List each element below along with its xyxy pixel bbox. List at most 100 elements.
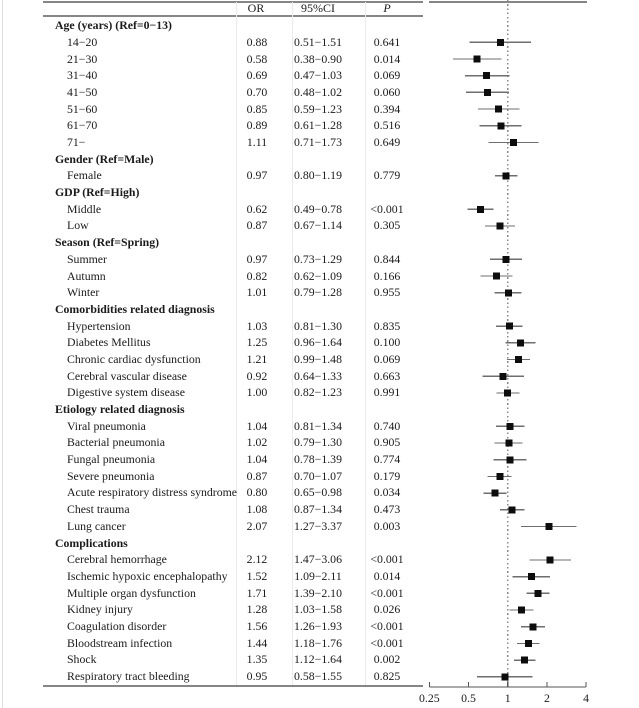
column-separator — [236, 2, 237, 685]
or-marker — [524, 639, 532, 647]
or-value: 0.92 — [246, 368, 268, 383]
or-marker — [527, 573, 535, 581]
or-value: 1.25 — [246, 335, 268, 350]
row-label: Chest trauma — [67, 502, 130, 517]
table-group-row: Etiology related diagnosis — [43, 401, 423, 418]
table-row: Shock 1.35 1.12−1.64 0.002 — [43, 651, 423, 668]
ci-value: 0.80−1.19 — [294, 168, 342, 183]
row-label: Coagulation disorder — [67, 618, 167, 633]
or-value: 0.82 — [246, 268, 268, 283]
table-header-rule — [43, 15, 423, 17]
row-label: Comorbidities related diagnosis — [55, 301, 215, 316]
or-value: 1.21 — [246, 351, 268, 366]
table-row: Lung cancer 2.07 1.27−3.37 0.003 — [43, 518, 423, 535]
row-label: Middle — [67, 201, 102, 216]
or-value: 0.89 — [246, 118, 268, 133]
table-row: Low 0.87 0.67−1.14 0.305 — [43, 217, 423, 234]
p-value: 0.740 — [373, 418, 401, 433]
ci-value: 0.58−1.55 — [294, 669, 342, 683]
ci-value: 1.03−1.58 — [294, 602, 342, 617]
p-value: 0.394 — [373, 101, 401, 116]
table-bottom-rule — [43, 685, 423, 687]
p-value: 0.955 — [373, 285, 401, 300]
row-label: Viral pneumonia — [67, 418, 146, 433]
ci-value: 0.47−1.03 — [294, 68, 342, 83]
ci-value: 0.81−1.30 — [294, 318, 342, 333]
p-value: 0.835 — [373, 318, 401, 333]
or-value: 1.03 — [246, 318, 268, 333]
or-marker — [516, 339, 524, 347]
p-value: <0.001 — [370, 201, 404, 216]
row-label: GDP (Ref=High) — [55, 185, 140, 200]
ci-value: 0.71−1.73 — [294, 135, 342, 149]
row-label: Etiology related diagnosis — [55, 402, 185, 416]
table-top-rule — [43, 1, 423, 3]
row-label: Hypertension — [67, 318, 131, 333]
row-label: Age (years) (Ref=0−13) — [55, 18, 172, 33]
ci-value: 0.79−1.28 — [294, 285, 342, 300]
table-row: Fungal pneumonia 1.04 0.78−1.39 0.774 — [43, 451, 423, 468]
p-value: 0.305 — [373, 218, 401, 233]
p-value: 0.002 — [373, 652, 401, 667]
row-label: Autumn — [67, 268, 106, 283]
ci-value: 1.47−3.06 — [294, 552, 342, 567]
table-row: Female 0.97 0.80−1.19 0.779 — [43, 167, 423, 184]
row-label: Female — [67, 168, 102, 183]
or-value: 1.52 — [246, 568, 268, 583]
p-value: 0.991 — [373, 385, 401, 400]
plot-top-rule — [429, 1, 587, 3]
p-value: 0.641 — [373, 34, 401, 49]
table-row: Coagulation disorder 1.56 1.26−1.93 <0.001 — [43, 618, 423, 635]
table-row: Bloodstream infection 1.44 1.18−1.76 <0.001 — [43, 635, 423, 652]
or-value: 0.70 — [246, 84, 268, 99]
or-value: 0.62 — [246, 201, 268, 216]
p-value: 0.166 — [373, 268, 401, 283]
table-row: Summer 0.97 0.73−1.29 0.844 — [43, 251, 423, 268]
or-marker — [496, 38, 504, 46]
ci-value: 0.61−1.28 — [294, 118, 342, 133]
results-table: Age (years) (Ref=0−13) 14−20 0.88 0.51−1.51… — [43, 17, 423, 685]
p-value: 0.026 — [373, 602, 401, 617]
or-marker — [508, 506, 516, 514]
ci-column-header: 95%CI — [301, 1, 335, 15]
or-marker — [510, 138, 518, 146]
row-label: 41−50 — [67, 84, 98, 99]
or-marker — [504, 389, 512, 397]
row-label: Respiratory tract bleeding — [67, 669, 190, 683]
ci-value: 0.67−1.14 — [294, 218, 342, 233]
row-label: 31−40 — [67, 68, 98, 83]
table-row: Viral pneumonia 1.04 0.81−1.34 0.740 — [43, 418, 423, 435]
x-axis-tick-label: 2 — [544, 691, 550, 705]
row-label: Severe pneumonia — [67, 468, 155, 483]
row-label: Fungal pneumonia — [67, 452, 156, 467]
row-label: Cerebral vascular disease — [67, 368, 187, 383]
table-row: 31−40 0.69 0.47−1.03 0.069 — [43, 67, 423, 84]
or-value: 2.07 — [246, 518, 268, 533]
or-marker — [473, 55, 481, 63]
or-value: 0.88 — [246, 34, 268, 49]
table-row: 61−70 0.89 0.61−1.28 0.516 — [43, 117, 423, 134]
or-marker — [502, 255, 510, 263]
x-axis-tick-label: 0.5 — [461, 691, 476, 705]
p-value: 0.179 — [373, 468, 401, 483]
row-label: Digestive system disease — [67, 385, 185, 400]
or-value: 0.80 — [246, 485, 268, 500]
or-value: 1.00 — [246, 385, 268, 400]
p-value: 0.060 — [373, 84, 401, 99]
ci-value: 0.99−1.48 — [294, 351, 342, 366]
p-value: 0.779 — [373, 168, 401, 183]
p-value: <0.001 — [370, 585, 404, 600]
table-row: Severe pneumonia 0.87 0.70−1.07 0.179 — [43, 468, 423, 485]
or-value: 0.69 — [246, 68, 268, 83]
ci-value: 0.49−0.78 — [294, 201, 342, 216]
table-row: Kidney injury 1.28 1.03−1.58 0.026 — [43, 601, 423, 618]
or-marker — [499, 372, 507, 380]
p-value: 0.649 — [373, 135, 401, 149]
or-value: 1.01 — [246, 285, 268, 300]
column-separator — [292, 2, 293, 685]
or-marker — [497, 122, 505, 130]
row-label: 51−60 — [67, 101, 98, 116]
table-group-row: Season (Ref=Spring) — [43, 234, 423, 251]
table-row: Chronic cardiac dysfunction 1.21 0.99−1.48… — [43, 351, 423, 368]
